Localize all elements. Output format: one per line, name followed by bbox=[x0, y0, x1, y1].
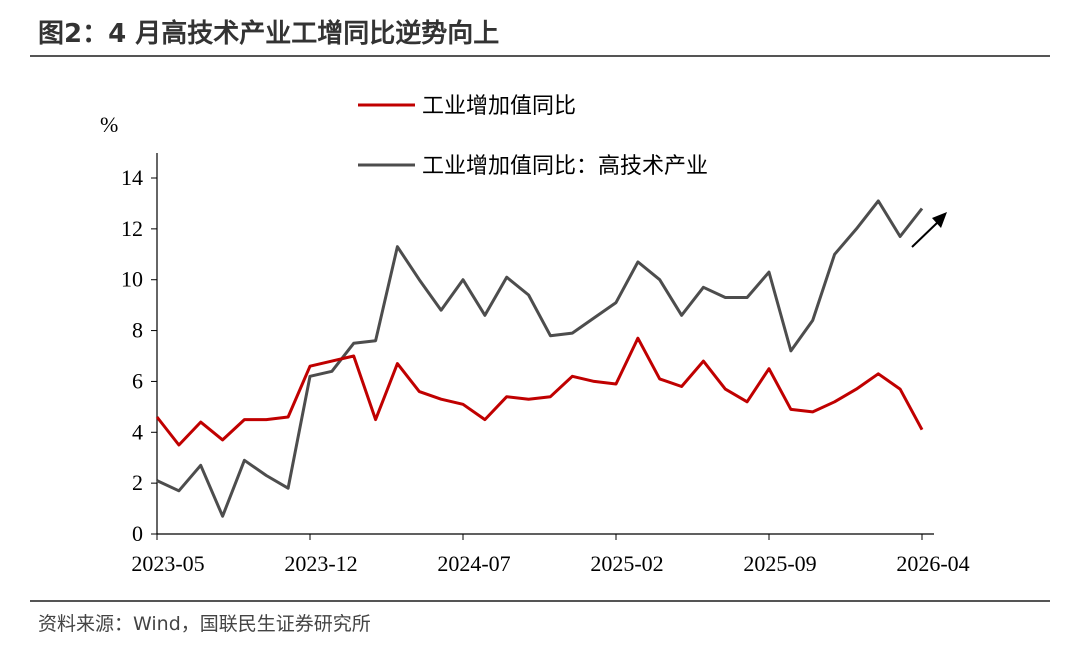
series-line bbox=[156, 199, 924, 518]
legend-label: 工业增加值同比 bbox=[422, 94, 576, 119]
x-tick-label: 2023-05 bbox=[131, 551, 204, 576]
y-axis-label: % bbox=[100, 112, 118, 137]
x-tick-label: 2023-12 bbox=[284, 551, 357, 576]
y-tick-label: 6 bbox=[132, 368, 143, 393]
x-tick-label: 2026-04 bbox=[896, 551, 969, 576]
y-tick-label: 2 bbox=[132, 470, 143, 495]
chart-title: 图2：4 月高技术产业工增同比逆势向上 bbox=[38, 18, 499, 49]
legend-label: 工业增加值同比：高技术产业 bbox=[422, 154, 708, 179]
y-tick-label: 10 bbox=[121, 267, 143, 292]
x-tick-label: 2024-07 bbox=[437, 551, 510, 576]
y-tick-label: 12 bbox=[121, 216, 143, 241]
y-tick-label: 8 bbox=[132, 318, 143, 343]
y-tick-label: 0 bbox=[132, 521, 143, 546]
x-tick-label: 2025-09 bbox=[743, 551, 816, 576]
source: 资料来源：Wind，国联民生证券研究所 bbox=[38, 613, 371, 635]
y-tick-label: 4 bbox=[132, 419, 143, 444]
series-line bbox=[155, 336, 924, 447]
y-tick-label: 14 bbox=[121, 165, 143, 190]
trend-arrow bbox=[911, 212, 947, 248]
x-tick-label: 2025-02 bbox=[590, 551, 663, 576]
